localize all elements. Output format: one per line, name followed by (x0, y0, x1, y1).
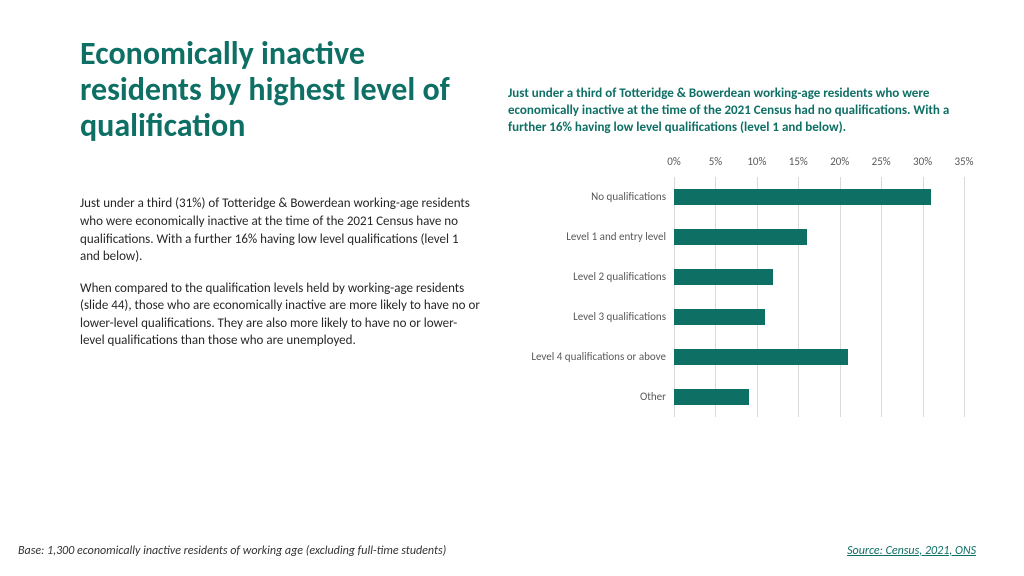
body-paragraph-2: When compared to the qualification level… (80, 280, 480, 350)
y-axis-label: Level 2 qualifications (516, 257, 674, 297)
bar (674, 389, 749, 405)
left-column: Economically inactive residents by highe… (80, 36, 480, 417)
x-axis: 0%5%10%15%20%25%30%35% (674, 155, 976, 171)
x-tick-label: 25% (872, 155, 891, 168)
bar-row (674, 257, 964, 297)
x-tick-label: 0% (667, 155, 680, 168)
y-axis-label: No qualifications (516, 177, 674, 217)
y-axis-label: Other (516, 377, 674, 417)
base-note: Base: 1,300 economically inactive reside… (18, 544, 446, 558)
x-tick-label: 35% (954, 155, 973, 168)
bar-chart: 0% 5% 10% 15% 20% 25% 30% 35% No qualifications… (516, 155, 976, 417)
x-tick-label: 15% (789, 155, 808, 168)
source-link[interactable]: Source: Census, 2021, ONS (847, 544, 976, 558)
plot-area (674, 177, 964, 417)
gridline (964, 177, 965, 417)
x-axis-ticks: 0%5%10%15%20%25%30%35% (674, 155, 964, 171)
x-tick-label: 10% (747, 155, 766, 168)
x-tick-label: 30% (913, 155, 932, 168)
page-title: Economically inactive residents by highe… (80, 36, 480, 143)
slide: Economically inactive residents by highe… (0, 0, 1024, 576)
body-paragraph-1: Just under a third (31%) of Totteridge &… (80, 195, 480, 265)
bar (674, 349, 848, 365)
right-column: Just under a third of Totteridge & Bower… (508, 36, 976, 417)
bar (674, 269, 773, 285)
bar (674, 189, 931, 205)
chart-header-row: 0% 5% 10% 15% 20% 25% 30% 35% (516, 155, 976, 177)
y-axis-label: Level 3 qualifications (516, 297, 674, 337)
bar (674, 229, 807, 245)
x-tick-label: 5% (709, 155, 722, 168)
bars-container (674, 177, 964, 417)
chart-body-row: No qualificationsLevel 1 and entry level… (516, 177, 976, 417)
footer: Base: 1,300 economically inactive reside… (18, 544, 976, 558)
bar-row (674, 297, 964, 337)
chart-summary: Just under a third of Totteridge & Bower… (508, 86, 976, 137)
bar-row (674, 177, 964, 217)
bar-row (674, 217, 964, 257)
y-axis-label: Level 4 qualifications or above (516, 337, 674, 377)
bar-row (674, 377, 964, 417)
bar-row (674, 337, 964, 377)
y-axis-label: Level 1 and entry level (516, 217, 674, 257)
x-tick-label: 20% (830, 155, 849, 168)
columns: Economically inactive residents by highe… (80, 36, 976, 417)
y-axis-labels: No qualificationsLevel 1 and entry level… (516, 177, 674, 417)
bar (674, 309, 765, 325)
x-axis-spacer (516, 155, 674, 175)
